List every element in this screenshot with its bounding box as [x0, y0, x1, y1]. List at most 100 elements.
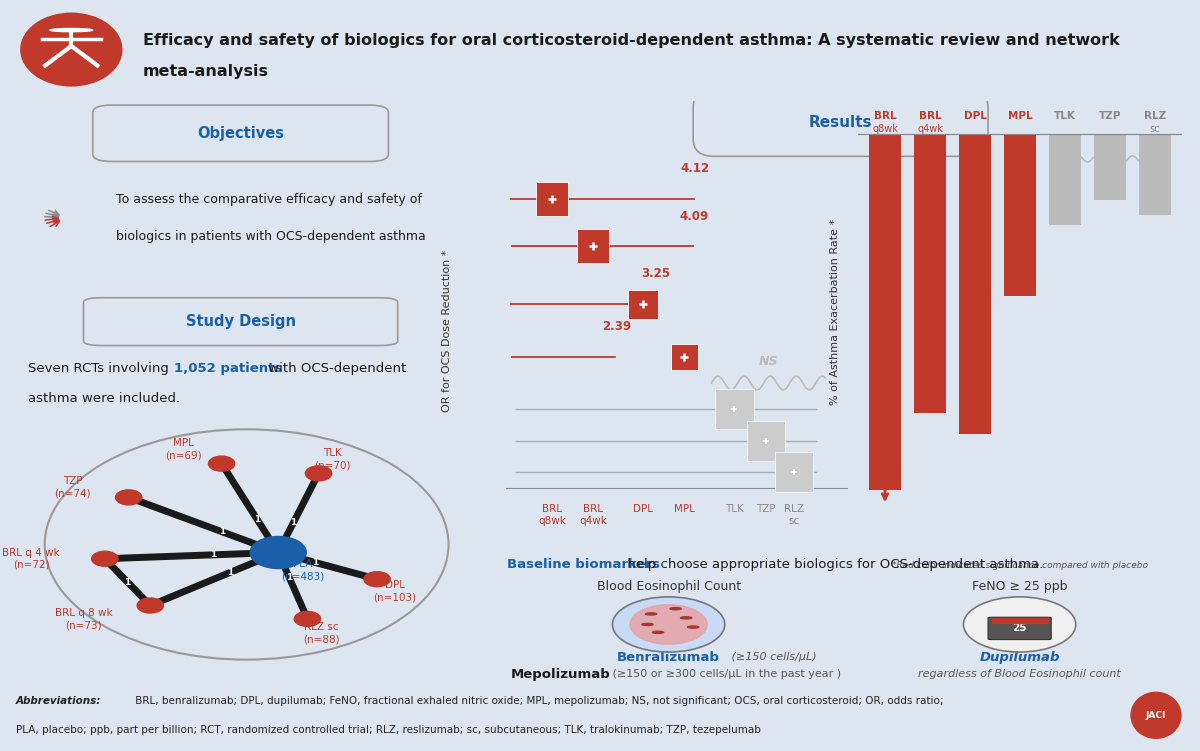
Circle shape	[670, 608, 682, 610]
Text: BRL
q4wk: BRL q4wk	[580, 504, 607, 526]
Text: Abbreviations:: Abbreviations:	[16, 695, 101, 706]
Text: FeNO ≥ 25 ppb: FeNO ≥ 25 ppb	[972, 580, 1067, 593]
Text: BRL: BRL	[874, 111, 896, 121]
Bar	[991, 618, 1048, 623]
Text: Baseline biomarkers: Baseline biomarkers	[508, 557, 660, 571]
Text: To assess the comparative efficacy and safety of: To assess the comparative efficacy and s…	[116, 192, 421, 206]
Text: 1: 1	[227, 568, 233, 577]
Text: *Red color indicates significance compared with placebo: *Red color indicates significance compar…	[892, 561, 1148, 570]
Text: asthma were included.: asthma were included.	[28, 392, 180, 406]
Text: regardless of Blood Eosinophil count: regardless of Blood Eosinophil count	[918, 669, 1121, 680]
Ellipse shape	[1132, 692, 1181, 738]
Text: Efficacy and safety of biologics for oral corticosteroid-dependent asthma: A sys: Efficacy and safety of biologics for ora…	[143, 33, 1120, 48]
Text: 4.09: 4.09	[679, 210, 708, 222]
Ellipse shape	[612, 597, 725, 652]
Text: 1,052 patients: 1,052 patients	[174, 363, 282, 376]
Circle shape	[50, 29, 92, 32]
Text: BRL, benralizumab; DPL, dupilumab; FeNO, fractional exhaled nitric oxide; MPL, m: BRL, benralizumab; DPL, dupilumab; FeNO,…	[132, 695, 943, 706]
Circle shape	[137, 598, 163, 613]
Text: q4wk: q4wk	[917, 123, 943, 134]
Text: TZP
(n=74): TZP (n=74)	[54, 476, 91, 499]
Text: Results: Results	[809, 116, 872, 130]
Text: -32%: -32%	[1004, 279, 1036, 289]
Text: -59%: -59%	[959, 416, 991, 427]
Text: DPL
(n=103): DPL (n=103)	[373, 580, 416, 602]
Circle shape	[294, 611, 320, 626]
Text: NS: NS	[758, 355, 779, 369]
Circle shape	[115, 490, 142, 505]
Bar	[1003, 134, 1037, 297]
Text: 25: 25	[1013, 623, 1027, 633]
Text: 1: 1	[125, 578, 131, 587]
Text: BRL q 4 wk
(n=72): BRL q 4 wk (n=72)	[2, 547, 60, 570]
FancyBboxPatch shape	[92, 105, 389, 161]
Text: 1: 1	[290, 518, 296, 527]
Text: NS: NS	[1100, 179, 1120, 192]
Bar	[748, 421, 786, 461]
Text: RLZ: RLZ	[1144, 111, 1166, 121]
Text: sc: sc	[1150, 123, 1160, 134]
FancyBboxPatch shape	[84, 297, 397, 345]
Text: 1: 1	[312, 558, 318, 567]
Text: (≥150 or ≥300 cells/μL in the past year ): (≥150 or ≥300 cells/μL in the past year …	[608, 669, 841, 680]
Text: Benralizumab: Benralizumab	[617, 651, 720, 664]
Ellipse shape	[630, 605, 707, 644]
Text: TLK: TLK	[1054, 111, 1076, 121]
Bar	[671, 343, 698, 369]
Text: Dupilumab: Dupilumab	[979, 651, 1060, 664]
Bar	[577, 229, 608, 264]
Text: Study Design: Study Design	[186, 314, 295, 329]
Text: Objectives: Objectives	[197, 126, 284, 140]
Text: 1: 1	[254, 514, 260, 523]
Text: 4.12: 4.12	[680, 162, 709, 176]
Text: MPL: MPL	[674, 504, 695, 514]
Bar	[914, 134, 946, 414]
Ellipse shape	[20, 14, 122, 86]
Text: -55%: -55%	[914, 396, 946, 406]
Bar	[959, 134, 991, 434]
Circle shape	[653, 632, 664, 633]
Bar	[629, 290, 658, 318]
Text: JACI: JACI	[1146, 711, 1166, 719]
Text: TLK: TLK	[725, 504, 744, 514]
Text: % of Asthma Exacerbation Rate *: % of Asthma Exacerbation Rate *	[830, 219, 840, 405]
Circle shape	[91, 551, 118, 566]
Bar	[1139, 134, 1171, 215]
Text: 1: 1	[286, 573, 293, 582]
Circle shape	[250, 536, 306, 569]
Text: help choose appropriate biologics for OCS-dependent asthma.: help choose appropriate biologics for OC…	[623, 557, 1043, 571]
Text: 3.25: 3.25	[641, 267, 670, 280]
Bar	[1094, 134, 1127, 200]
Ellipse shape	[964, 597, 1075, 652]
Text: with OCS-dependent: with OCS-dependent	[264, 363, 406, 376]
Text: 1: 1	[220, 527, 226, 536]
Text: BRL
q8wk: BRL q8wk	[538, 504, 566, 526]
Text: Mepolizumab: Mepolizumab	[511, 668, 611, 681]
Text: DPL: DPL	[634, 504, 653, 514]
Text: biologics in patients with OCS-dependent asthma: biologics in patients with OCS-dependent…	[116, 230, 426, 243]
Text: 1: 1	[210, 550, 216, 559]
Text: MPL: MPL	[1008, 111, 1032, 121]
Text: BRL: BRL	[919, 111, 941, 121]
Text: -70%: -70%	[870, 472, 900, 482]
Text: TZP: TZP	[1099, 111, 1121, 121]
Text: Seven RCTs involving: Seven RCTs involving	[28, 363, 173, 376]
Circle shape	[209, 456, 235, 471]
Circle shape	[646, 613, 656, 615]
Text: MPL
(n=69): MPL (n=69)	[164, 439, 202, 461]
Circle shape	[680, 617, 691, 619]
Circle shape	[306, 466, 331, 481]
Bar	[774, 452, 812, 493]
Text: RLZ
sc: RLZ sc	[784, 504, 804, 526]
Text: TLK
(n=70): TLK (n=70)	[314, 448, 350, 471]
Text: BRL q 8 wk
(n=73): BRL q 8 wk (n=73)	[55, 608, 113, 631]
Text: RLZ sc
(n=88): RLZ sc (n=88)	[304, 622, 340, 644]
Bar	[1049, 134, 1081, 225]
Bar	[536, 182, 568, 216]
Text: meta-analysis: meta-analysis	[143, 65, 269, 79]
Text: q8wk: q8wk	[872, 123, 898, 134]
FancyBboxPatch shape	[694, 90, 988, 156]
Text: DPL: DPL	[964, 111, 986, 121]
Bar	[869, 134, 901, 490]
Circle shape	[688, 626, 698, 628]
